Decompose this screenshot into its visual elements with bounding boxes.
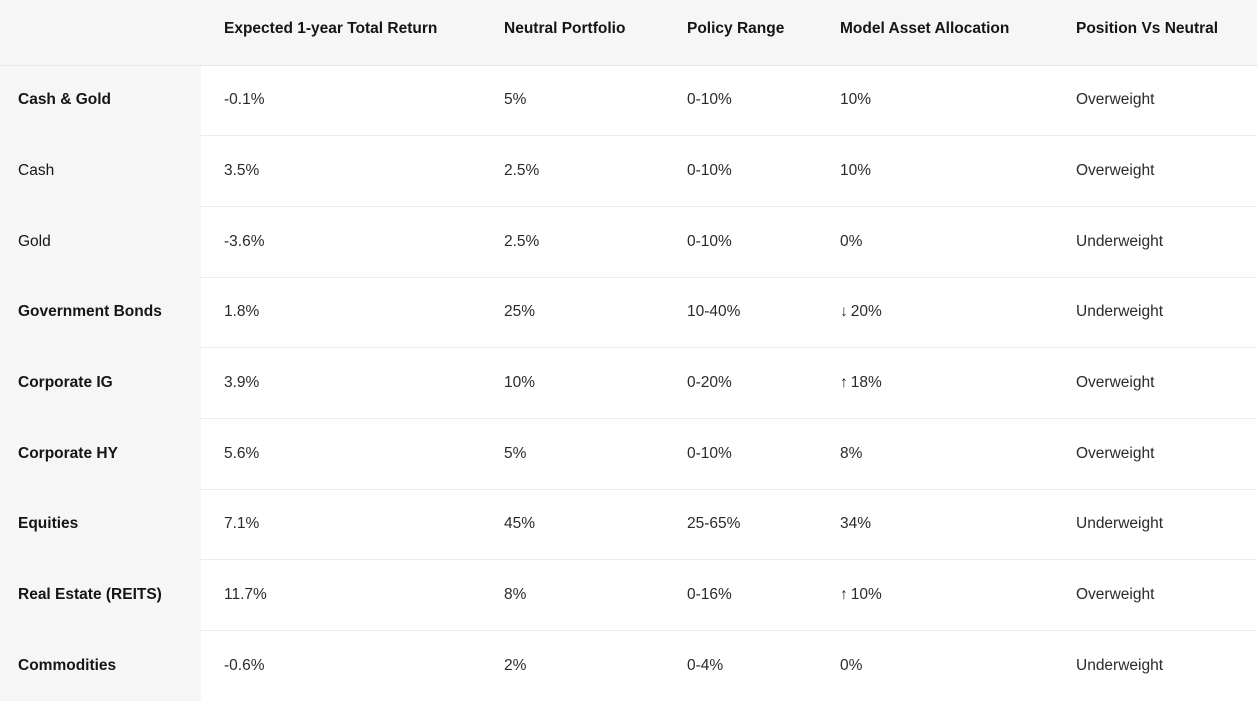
model-allocation-value: 20% xyxy=(850,303,882,321)
policy-range-cell: 0-10% xyxy=(664,418,817,490)
asset-class-cell: Cash & Gold xyxy=(0,65,201,137)
model-allocation-cell: 34% xyxy=(817,489,1053,561)
policy-range-cell: 0-10% xyxy=(664,65,817,137)
table-row: Cash & Gold -0.1% 5% 0-10% 10% Overweigh… xyxy=(0,65,1257,137)
header-row: Expected 1-year Total Return Neutral Por… xyxy=(0,0,1257,66)
policy-range-cell: 10-40% xyxy=(664,277,817,349)
neutral-portfolio-cell: 2% xyxy=(504,657,527,675)
model-allocation-cell: 0% xyxy=(817,631,1053,701)
model-allocation-value: 10% xyxy=(850,586,882,604)
neutral-portfolio-cell: 2.5% xyxy=(481,135,664,207)
model-allocation-cell: ↑ 18% xyxy=(817,347,1053,419)
position-vs-neutral-cell: Overweight xyxy=(1053,418,1257,490)
asset-class-cell: Commodities xyxy=(0,630,201,701)
table-row: Commodities -0.6% 2% 0-4% 0% Underweight xyxy=(0,630,1257,701)
table-body: Cash & Gold -0.1% 5% 0-10% 10% Overweigh… xyxy=(0,65,1257,701)
table-row: Cash 3.5% 2.5% 0-10% 10% Overweight xyxy=(0,135,1257,207)
model-allocation-cell: 10% xyxy=(817,135,1053,207)
expected-return-cell: 3.9% xyxy=(201,347,481,419)
model-allocation-value: 0% xyxy=(840,232,863,250)
expected-return-cell: -0.6% xyxy=(224,657,265,675)
asset-class-cell: Gold xyxy=(0,206,201,278)
position-vs-neutral-cell: Underweight xyxy=(1076,657,1164,675)
neutral-portfolio-cell: 8% xyxy=(481,559,664,631)
model-allocation-cell: 0% xyxy=(817,206,1053,278)
neutral-portfolio-cell: 25% xyxy=(481,277,664,349)
position-vs-neutral-cell: Overweight xyxy=(1053,65,1257,137)
position-vs-neutral-cell: Overweight xyxy=(1053,559,1257,631)
position-vs-neutral-cell: Overweight xyxy=(1053,135,1257,207)
model-allocation-cell: 8% xyxy=(817,418,1053,490)
asset-class-cell: Government Bonds xyxy=(0,277,201,349)
expected-return-cell: 7.1% xyxy=(201,489,481,561)
policy-range-cell: 0-20% xyxy=(664,347,817,419)
policy-range-cell: 0-4% xyxy=(687,657,724,675)
model-allocation-value: 10% xyxy=(840,91,872,109)
model-allocation-cell: ↓ 20% xyxy=(817,277,1053,349)
arrow-up-icon: ↑ xyxy=(840,586,848,604)
neutral-portfolio-cell: 2.5% xyxy=(481,206,664,278)
neutral-portfolio-cell: 5% xyxy=(481,418,664,490)
expected-return-cell: -3.6% xyxy=(201,206,481,278)
table-row: Government Bonds 1.8% 25% 10-40% ↓ 20% Un… xyxy=(0,277,1257,349)
table-row: Real Estate (REITS) 11.7% 8% 0-16% ↑ 10% … xyxy=(0,559,1257,631)
policy-range-cell: 0-10% xyxy=(664,206,817,278)
expected-return-cell: -0.1% xyxy=(201,65,481,137)
expected-return-cell: 11.7% xyxy=(201,559,481,631)
policy-range-cell: 0-10% xyxy=(664,135,817,207)
asset-class-cell: Cash xyxy=(0,135,201,207)
position-vs-neutral-cell: Overweight xyxy=(1053,347,1257,419)
model-allocation-value: 10% xyxy=(840,162,872,180)
model-allocation-cell: ↑ 10% xyxy=(817,559,1053,631)
model-allocation-value: 0% xyxy=(840,657,863,675)
policy-range-cell: 25-65% xyxy=(664,489,817,561)
model-allocation-cell: 10% xyxy=(817,65,1053,137)
model-allocation-value: 18% xyxy=(850,374,882,392)
table-row: Equities 7.1% 45% 25-65% 34% Underweight xyxy=(0,489,1257,561)
arrow-down-icon: ↓ xyxy=(840,303,848,321)
header-neutral-portfolio: Neutral Portfolio xyxy=(481,0,664,66)
table-header: Expected 1-year Total Return Neutral Por… xyxy=(0,0,1257,66)
neutral-portfolio-cell: 10% xyxy=(481,347,664,419)
policy-range-cell: 0-16% xyxy=(664,559,817,631)
expected-return-cell: 5.6% xyxy=(201,418,481,490)
header-expected-return: Expected 1-year Total Return xyxy=(201,0,481,66)
table-row: Corporate IG 3.9% 10% 0-20% ↑ 18% Overwei… xyxy=(0,347,1257,419)
expected-return-cell: 1.8% xyxy=(201,277,481,349)
header-model-allocation: Model Asset Allocation xyxy=(817,0,1053,66)
header-position-vs-neutral: Position Vs Neutral xyxy=(1053,0,1257,66)
asset-class-cell: Equities xyxy=(0,489,201,561)
expected-return-cell: 3.5% xyxy=(201,135,481,207)
neutral-portfolio-cell: 45% xyxy=(481,489,664,561)
table-row: Corporate HY 5.6% 5% 0-10% 8% Overweight xyxy=(0,418,1257,490)
model-allocation-value: 8% xyxy=(840,444,863,462)
model-allocation-value: 34% xyxy=(840,515,872,533)
position-vs-neutral-cell: Underweight xyxy=(1053,277,1257,349)
asset-class-cell: Corporate IG xyxy=(0,347,201,419)
position-vs-neutral-cell: Underweight xyxy=(1053,206,1257,278)
arrow-up-icon: ↑ xyxy=(840,374,848,392)
header-asset-class xyxy=(0,0,201,66)
asset-class-cell: Real Estate (REITS) xyxy=(0,559,201,631)
asset-class-cell: Corporate HY xyxy=(0,418,201,490)
position-vs-neutral-cell: Underweight xyxy=(1053,489,1257,561)
header-policy-range: Policy Range xyxy=(664,0,817,66)
table-row: Gold -3.6% 2.5% 0-10% 0% Underweight xyxy=(0,206,1257,278)
neutral-portfolio-cell: 5% xyxy=(481,65,664,137)
